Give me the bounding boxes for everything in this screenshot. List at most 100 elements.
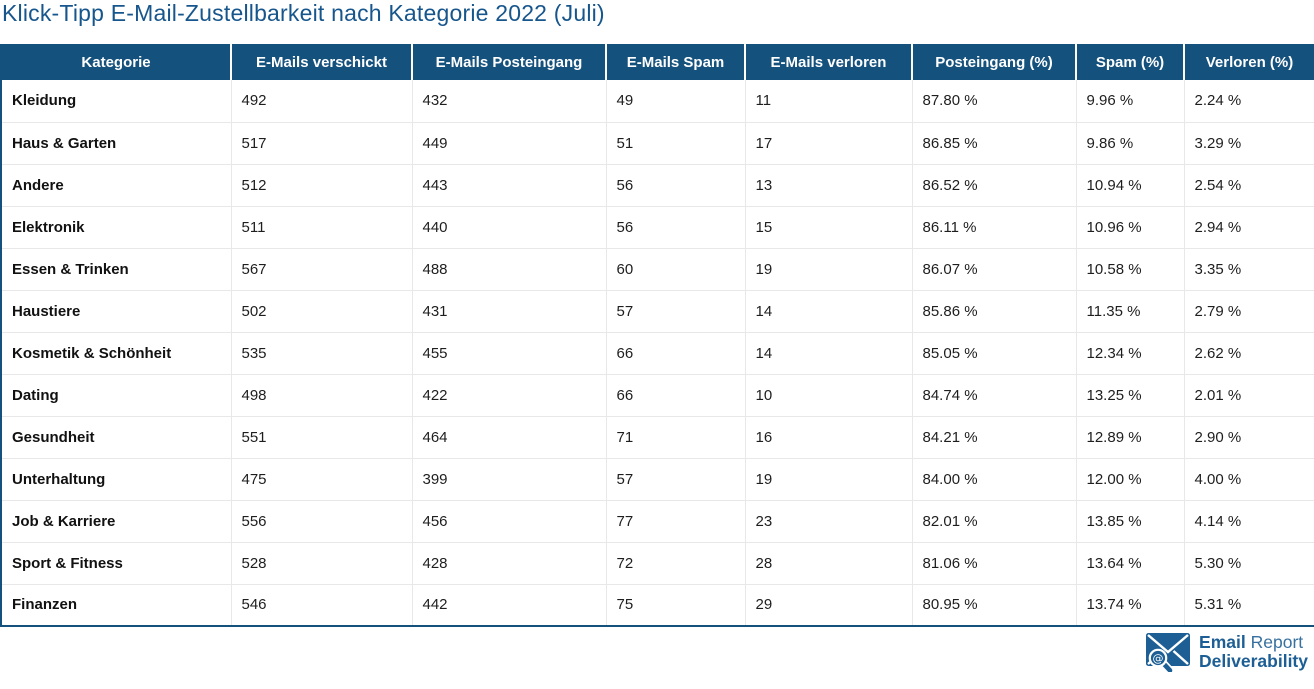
value-cell: 86.11 % [912, 206, 1077, 249]
value-cell: 51 [606, 122, 746, 165]
value-cell: 535 [231, 332, 413, 375]
brand-line-1: Email Report [1199, 633, 1308, 652]
value-cell: 443 [412, 164, 607, 207]
table-row: Unterhaltung 475 399 57 19 84.00 % 12.00 % 4.00… [1, 458, 1314, 501]
category-cell: Essen & Trinken [1, 248, 232, 291]
category-cell: Andere [1, 164, 232, 207]
table-row: Kleidung 492 432 49 11 87.80 % 9.96 % 2.24 % [1, 80, 1314, 123]
column-header-verloren: E-Mails verloren [745, 44, 913, 80]
brand-word-report: Report [1250, 632, 1304, 652]
table-row: Kosmetik & Schönheit 535 455 66 14 85.05 % 12.… [1, 332, 1314, 375]
value-cell: 60 [606, 248, 746, 291]
table-row: Dating 498 422 66 10 84.74 % 13.25 % 2.01 % [1, 374, 1314, 417]
value-cell: 29 [745, 584, 913, 626]
table-row: Haustiere 502 431 57 14 85.86 % 11.35 % 2.79 % [1, 290, 1314, 333]
footer: @ Email Report Deliverability [0, 632, 1314, 672]
value-cell: 12.89 % [1076, 416, 1185, 459]
value-cell: 17 [745, 122, 913, 165]
value-cell: 399 [412, 458, 607, 501]
category-cell: Gesundheit [1, 416, 232, 459]
value-cell: 86.07 % [912, 248, 1077, 291]
value-cell: 19 [745, 458, 913, 501]
column-header-kategorie: Kategorie [1, 44, 232, 80]
value-cell: 567 [231, 248, 413, 291]
value-cell: 10.58 % [1076, 248, 1185, 291]
column-header-spam: E-Mails Spam [606, 44, 746, 80]
value-cell: 19 [745, 248, 913, 291]
value-cell: 455 [412, 332, 607, 375]
category-cell: Haustiere [1, 290, 232, 333]
column-header-verschickt: E-Mails verschickt [231, 44, 413, 80]
value-cell: 10.94 % [1076, 164, 1185, 207]
page-title: Klick-Tipp E-Mail-Zustellbarkeit nach Ka… [2, 0, 605, 26]
value-cell: 85.86 % [912, 290, 1077, 333]
value-cell: 84.21 % [912, 416, 1077, 459]
brand-word-email: Email [1199, 632, 1246, 652]
header-row: Kategorie E-Mails verschickt E-Mails Pos… [1, 44, 1314, 80]
brand-word-deliverability: Deliverability [1199, 651, 1308, 671]
value-cell: 528 [231, 542, 413, 585]
value-cell: 546 [231, 584, 413, 626]
value-cell: 556 [231, 500, 413, 543]
value-cell: 512 [231, 164, 413, 207]
value-cell: 15 [745, 206, 913, 249]
category-cell: Haus & Garten [1, 122, 232, 165]
value-cell: 10 [745, 374, 913, 417]
value-cell: 2.54 % [1184, 164, 1314, 207]
value-cell: 13 [745, 164, 913, 207]
value-cell: 492 [231, 80, 413, 123]
value-cell: 432 [412, 80, 607, 123]
value-cell: 3.29 % [1184, 122, 1314, 165]
value-cell: 11 [745, 80, 913, 123]
value-cell: 49 [606, 80, 746, 123]
value-cell: 2.94 % [1184, 206, 1314, 249]
value-cell: 9.86 % [1076, 122, 1185, 165]
value-cell: 422 [412, 374, 607, 417]
value-cell: 12.34 % [1076, 332, 1185, 375]
value-cell: 80.95 % [912, 584, 1077, 626]
value-cell: 442 [412, 584, 607, 626]
value-cell: 431 [412, 290, 607, 333]
value-cell: 13.85 % [1076, 500, 1185, 543]
value-cell: 4.00 % [1184, 458, 1314, 501]
value-cell: 84.00 % [912, 458, 1077, 501]
value-cell: 81.06 % [912, 542, 1077, 585]
value-cell: 87.80 % [912, 80, 1077, 123]
value-cell: 12.00 % [1076, 458, 1185, 501]
value-cell: 9.96 % [1076, 80, 1185, 123]
table-header: Kategorie E-Mails verschickt E-Mails Pos… [1, 44, 1314, 80]
value-cell: 82.01 % [912, 500, 1077, 543]
value-cell: 10.96 % [1076, 206, 1185, 249]
value-cell: 13.64 % [1076, 542, 1185, 585]
value-cell: 4.14 % [1184, 500, 1314, 543]
value-cell: 2.62 % [1184, 332, 1314, 375]
value-cell: 488 [412, 248, 607, 291]
table-row: Sport & Fitness 528 428 72 28 81.06 % 13.64 % 5… [1, 542, 1314, 585]
brand-logo: @ Email Report Deliverability [1145, 632, 1308, 672]
column-header-posteingang: E-Mails Posteingang [412, 44, 607, 80]
value-cell: 66 [606, 332, 746, 375]
category-cell: Sport & Fitness [1, 542, 232, 585]
table-row: Essen & Trinken 567 488 60 19 86.07 % 10.58 % 3… [1, 248, 1314, 291]
value-cell: 3.35 % [1184, 248, 1314, 291]
table-row: Job & Karriere 556 456 77 23 82.01 % 13.85 % 4.… [1, 500, 1314, 543]
envelope-magnifier-icon: @ [1146, 633, 1191, 672]
value-cell: 57 [606, 290, 746, 333]
value-cell: 13.74 % [1076, 584, 1185, 626]
column-header-posteingang-pct: Posteingang (%) [912, 44, 1077, 80]
value-cell: 71 [606, 416, 746, 459]
category-cell: Finanzen [1, 584, 232, 626]
table-row: Haus & Garten 517 449 51 17 86.85 % 9.86 % 3.29… [1, 122, 1314, 165]
value-cell: 517 [231, 122, 413, 165]
value-cell: 511 [231, 206, 413, 249]
brand-name: Email Report Deliverability [1199, 633, 1308, 671]
value-cell: 56 [606, 164, 746, 207]
category-cell: Unterhaltung [1, 458, 232, 501]
column-header-verloren-pct: Verloren (%) [1184, 44, 1314, 80]
value-cell: 5.31 % [1184, 584, 1314, 626]
value-cell: 86.52 % [912, 164, 1077, 207]
value-cell: 72 [606, 542, 746, 585]
value-cell: 86.85 % [912, 122, 1077, 165]
value-cell: 56 [606, 206, 746, 249]
